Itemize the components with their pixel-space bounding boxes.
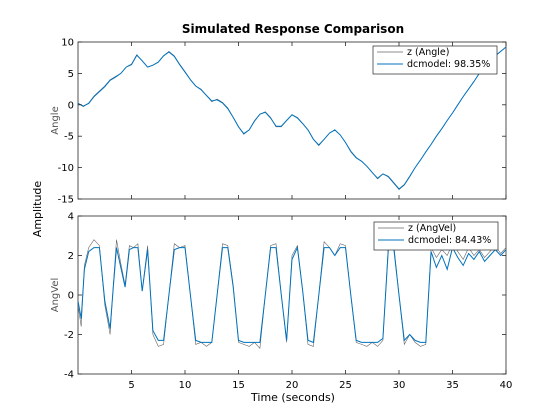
legend-label-angvel: dcmodel: 84.43% [408,235,491,246]
y-axis-label-angle: Angle [50,106,61,134]
legend-box-angle [372,45,498,75]
x-tick-label-angvel: 5 [128,380,134,391]
legend-label-angle: z (Angle) [407,47,449,58]
x-tick-label-angvel: 35 [446,380,459,391]
legend-label-angvel: z (AngVel) [408,223,456,234]
legend-label-angle: dcmodel: 98.35% [407,59,490,70]
figure-title: Simulated Response Comparison [182,22,404,36]
legend-angle: z (Angle)dcmodel: 98.35% [372,45,498,75]
x-tick-label-angvel: 15 [232,380,245,391]
axes-angvel: 5 10 15 20 25 30 35 40 -4 -2 0 2 4 AngVel z (AngVel)dc… [50,212,512,392]
series-line-angvel-model [78,245,506,344]
y-tick-label-angle: 0 [68,100,74,111]
x-tick-label-angvel: 40 [500,380,513,391]
x-axis-label: Time (seconds) [250,391,335,404]
y-tick-label-angvel: -2 [64,330,74,341]
y-tick-label-angle: -10 [58,163,74,174]
y-tick-label-angle: 10 [61,38,74,49]
y-tick-label-angvel: 0 [68,291,74,302]
axes-angle: -15 -10 -5 0 5 10 Angle z (Angle)dcmodel: 98.35… [50,38,507,206]
y-tick-label-angle: -5 [64,132,74,143]
x-tick-label-angvel: 25 [339,380,352,391]
legend-box-angvel [373,221,499,251]
x-tick-label-angvel: 20 [286,380,299,391]
legend-angvel: z (AngVel)dcmodel: 84.43% [373,221,499,251]
y-axis-label-amplitude: Amplitude [31,181,44,238]
x-tick-label-angvel: 10 [179,380,192,391]
x-tick-label-angvel: 30 [393,380,406,391]
y-tick-label-angle: -15 [58,195,74,206]
y-tick-label-angvel: 2 [68,251,74,262]
y-tick-label-angvel: 4 [68,212,74,223]
y-axis-label-angvel: AngVel [50,278,61,313]
series-line-angle-model [78,46,506,190]
y-tick-label-angle: 5 [68,69,74,80]
y-tick-label-angvel: -4 [64,370,74,381]
